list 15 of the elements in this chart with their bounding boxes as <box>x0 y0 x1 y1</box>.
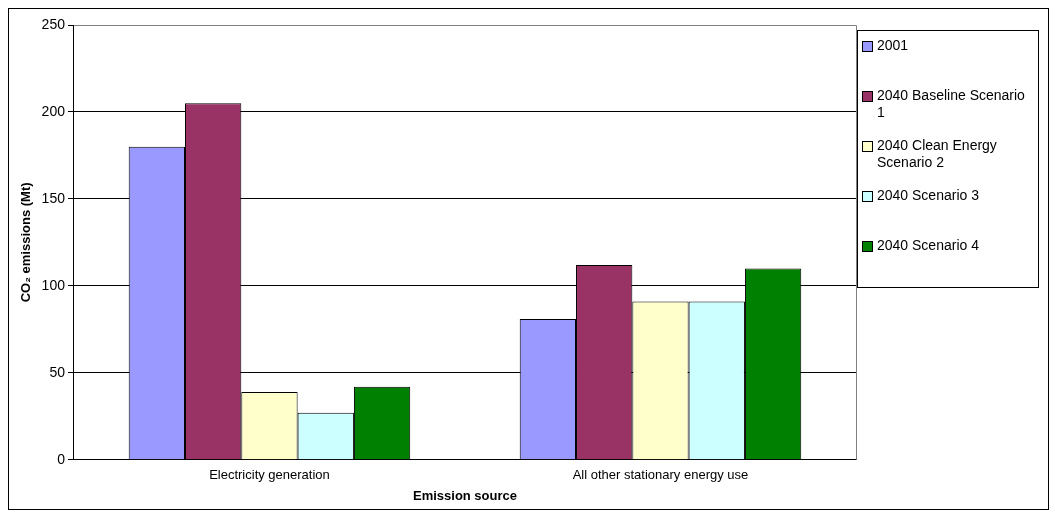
legend-label: 2040 Scenario 4 <box>877 237 979 254</box>
x-tick-label: All other stationary energy use <box>572 467 749 483</box>
x-axis-title: Emission source <box>412 487 517 503</box>
y-tick-label: 250 <box>41 15 66 32</box>
legend-label: 2040 Clean Energy Scenario 2 <box>877 137 998 171</box>
legend-label: 2040 Scenario 3 <box>877 187 979 204</box>
y-tick-label: 0 <box>57 450 66 467</box>
y-tick-label: 150 <box>41 189 66 206</box>
y-axis-title: CO₂ emissions (Mt) <box>18 182 34 303</box>
x-tick-label: Electricity generation <box>209 467 330 483</box>
y-tick-label: 200 <box>41 102 66 119</box>
y-tick-label: 100 <box>41 276 66 293</box>
legend-label: 2001 <box>877 37 909 54</box>
legend-label: 2040 Baseline Scenario 1 <box>877 87 1026 121</box>
y-tick-label: 50 <box>49 363 66 380</box>
